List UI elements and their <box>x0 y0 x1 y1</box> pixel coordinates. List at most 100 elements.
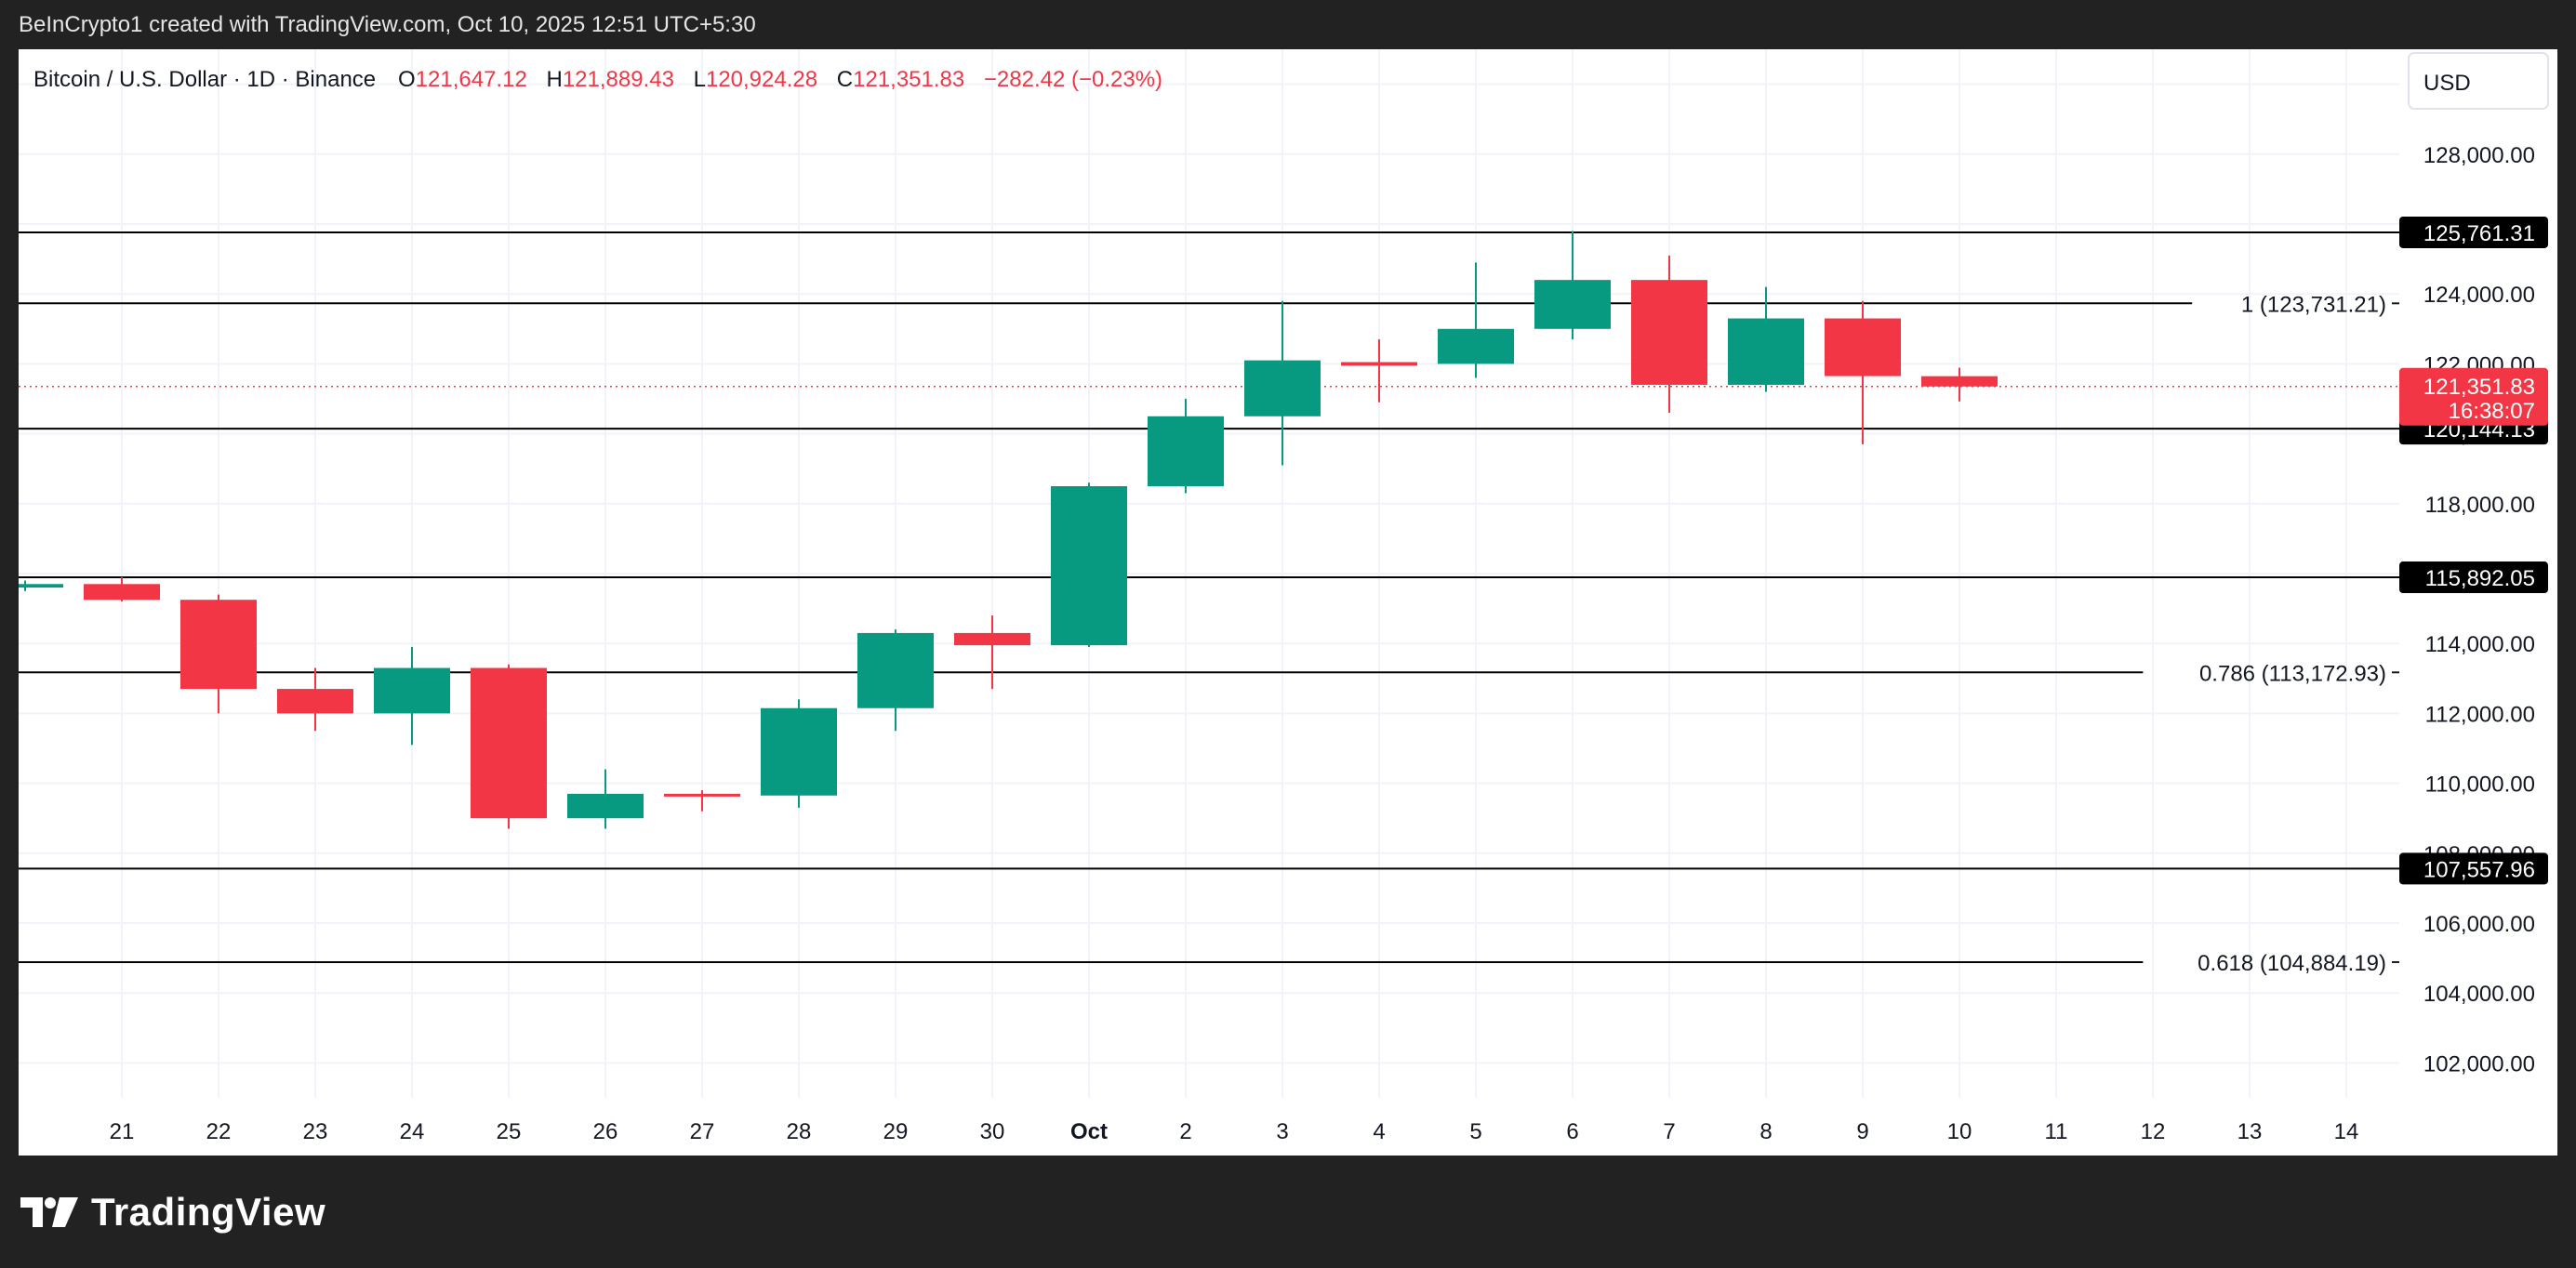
candle-body <box>180 600 257 690</box>
candle[interactable] <box>1341 339 1417 403</box>
candle[interactable] <box>857 629 934 732</box>
y-tick-label: 104,000.00 <box>2423 982 2535 1007</box>
candle[interactable] <box>19 580 63 591</box>
tradingview-logo-icon <box>20 1196 78 1227</box>
fib-level-label: 1 (123,731.21) <box>2241 292 2386 317</box>
x-tick-label: 11 <box>2045 1119 2068 1144</box>
x-tick-label: 3 <box>1276 1119 1288 1144</box>
candle[interactable] <box>374 646 450 746</box>
candle-body <box>954 632 1030 646</box>
candle[interactable] <box>567 769 644 829</box>
candlestick-chart[interactable]: 1 (123,731.21) 0.786 (113,172.93) 0.618 (1… <box>19 49 2557 1156</box>
candle-body <box>1051 486 1127 646</box>
x-tick-label: 26 <box>593 1119 618 1144</box>
candle[interactable] <box>1534 231 1611 340</box>
y-tick-label: 118,000.00 <box>2425 493 2535 518</box>
time-axis[interactable]: 21 22 23 24 25 26 27 28 29 30 Oct 2 3 4 5 6 7 8 9 10 11 12 13 1… <box>110 1119 2359 1144</box>
candle-body <box>1921 376 1998 387</box>
candle-body <box>277 689 353 714</box>
x-tick-label: 14 <box>2334 1119 2359 1144</box>
x-tick-label: 13 <box>2237 1119 2263 1144</box>
candle[interactable] <box>1148 399 1224 494</box>
candle-body <box>19 584 63 588</box>
low-label: L <box>694 67 706 92</box>
candle[interactable] <box>954 615 1030 690</box>
candle-body <box>761 707 837 796</box>
price-tag-box <box>2399 852 2548 885</box>
attribution-text: BeInCrypto1 created with TradingView.com… <box>19 12 756 37</box>
x-tick-label: 9 <box>1856 1119 1868 1144</box>
candle-body <box>1825 318 1901 376</box>
candle[interactable] <box>664 790 740 812</box>
x-tick-label: 24 <box>400 1119 425 1144</box>
x-tick-label: 4 <box>1373 1119 1385 1144</box>
x-tick-label: 25 <box>497 1119 522 1144</box>
currency-button-frame <box>2408 52 2549 110</box>
candle-body <box>1438 328 1514 364</box>
fib-level-label: 0.786 (113,172.93) <box>2199 661 2386 686</box>
x-tick-label: 7 <box>1663 1119 1675 1144</box>
price-tag: 125,761.31 <box>2399 216 2548 248</box>
candle-body <box>1244 360 1321 416</box>
open-label: O <box>398 67 416 92</box>
candle[interactable] <box>277 667 353 732</box>
high-value: 121,889.43 <box>563 67 674 92</box>
countdown-timer: 16:38:07 <box>2449 399 2535 424</box>
candle-body <box>857 632 934 708</box>
candle-body <box>1534 280 1611 329</box>
y-tick-label: 128,000.00 <box>2423 143 2535 168</box>
candle-body <box>664 793 740 797</box>
tradingview-logo[interactable]: TradingView <box>20 1190 325 1235</box>
price-tag: 115,892.05 <box>2399 561 2548 594</box>
x-tick-label: Oct <box>1070 1119 1108 1144</box>
candle-body <box>1148 416 1224 486</box>
level-lines: 1 (123,731.21) 0.786 (113,172.93) 0.618 (1… <box>19 231 2399 976</box>
candle-body <box>567 793 644 819</box>
candle[interactable] <box>471 664 547 829</box>
candle-body <box>471 667 547 819</box>
candle-body <box>1728 318 1804 385</box>
grid-lines <box>19 49 2399 1098</box>
chart-panel[interactable]: 1 (123,731.21) 0.786 (113,172.93) 0.618 (1… <box>19 49 2557 1156</box>
candle[interactable] <box>1438 262 1514 378</box>
candle[interactable] <box>180 594 257 714</box>
change-value: −282.42 (−0.23%) <box>984 67 1162 92</box>
y-tick-label: 106,000.00 <box>2423 912 2535 937</box>
x-tick-label: 21 <box>110 1119 135 1144</box>
price-tag-box <box>2399 216 2548 248</box>
x-tick-label: 12 <box>2141 1119 2166 1144</box>
candle[interactable] <box>1921 367 1998 402</box>
open-value: 121,647.12 <box>416 67 527 92</box>
footer-bar: TradingView <box>0 1156 2576 1268</box>
currency-button[interactable]: USD <box>2408 52 2549 110</box>
candle[interactable] <box>1728 286 1804 392</box>
price-tag: 107,557.96 <box>2399 852 2548 885</box>
low-value: 120,924.28 <box>706 67 817 92</box>
candle-body <box>374 667 450 714</box>
y-tick-label: 124,000.00 <box>2423 283 2535 308</box>
candle[interactable] <box>1244 300 1321 466</box>
price-tag-label: 115,892.05 <box>2425 566 2535 591</box>
candle-body <box>84 584 160 601</box>
candle[interactable] <box>1051 482 1127 647</box>
fib-level-label: 0.618 (104,884.19) <box>2198 951 2386 976</box>
candles[interactable] <box>19 231 1998 829</box>
price-tag-label: 125,761.31 <box>2423 221 2535 246</box>
high-label: H <box>546 67 562 92</box>
candle-body <box>1631 280 1707 385</box>
y-tick-label: 110,000.00 <box>2425 773 2535 798</box>
price-tag-box <box>2399 561 2548 594</box>
close-value: 121,351.83 <box>853 67 964 92</box>
candle[interactable] <box>1631 255 1707 414</box>
current-price-box <box>2399 367 2548 426</box>
candle[interactable] <box>761 699 837 808</box>
candle[interactable] <box>84 576 160 602</box>
x-tick-label: 22 <box>206 1119 232 1144</box>
brand-name: TradingView <box>91 1189 326 1234</box>
candle[interactable] <box>1825 300 1901 444</box>
price-tags: 125,761.31120,144.13115,892.05107,557.96… <box>2399 216 2548 885</box>
symbol-label: Bitcoin / U.S. Dollar · 1D · Binance <box>33 67 376 92</box>
legend-header: Bitcoin / U.S. Dollar · 1D · Binance O12… <box>33 67 1162 92</box>
currency-label: USD <box>2423 71 2471 96</box>
